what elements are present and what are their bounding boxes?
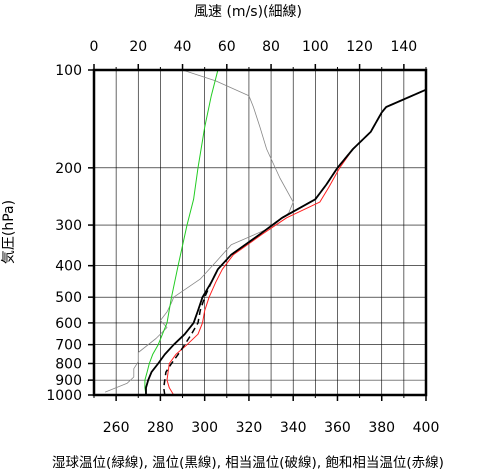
- legend-caption: 湿球温位(緑線), 温位(黒線), 相当温位(破線), 飽和相当温位(赤線): [52, 455, 444, 471]
- top-tick-label: 60: [218, 39, 236, 55]
- bottom-tick-label: 340: [280, 420, 307, 436]
- top-tick-label: 140: [390, 39, 417, 55]
- top-axis-title: 風速 (m/s)(細線): [194, 4, 302, 20]
- axis-ticks: 260 280 300 320 340 360 380 400 0 20 40 60 80 100 120 1…: [46, 39, 439, 436]
- left-tick-label: 200: [55, 161, 82, 177]
- left-tick-label: 900: [55, 373, 82, 389]
- left-tick-label: 600: [55, 316, 82, 332]
- left-tick-label: 300: [55, 218, 82, 234]
- wet-bulb-potential-temperature-line: [144, 69, 219, 396]
- y-axis-title: 気圧(hPa): [1, 200, 17, 264]
- top-tick-label: 120: [346, 39, 373, 55]
- bottom-tick-label: 320: [236, 420, 263, 436]
- saturated-equivalent-potential-temperature-line: [166, 89, 427, 396]
- potential-temperature-line: [145, 88, 427, 395]
- left-tick-label: 100: [55, 63, 82, 79]
- bottom-tick-label: 400: [413, 420, 440, 436]
- bottom-tick-label: 280: [147, 420, 174, 436]
- wind-speed-line: [104, 69, 294, 393]
- left-tick-label: 1000: [46, 388, 82, 404]
- bottom-tick-label: 360: [324, 420, 351, 436]
- left-tick-label: 800: [55, 357, 82, 373]
- bottom-tick-label: 260: [103, 420, 130, 436]
- top-tick-label: 0: [90, 39, 99, 55]
- top-tick-label: 20: [129, 39, 147, 55]
- left-tick-label: 400: [55, 259, 82, 275]
- left-tick-label: 700: [55, 338, 82, 354]
- top-tick-label: 100: [302, 39, 329, 55]
- top-tick-label: 40: [174, 39, 192, 55]
- bottom-tick-label: 380: [368, 420, 395, 436]
- plot-frame: [92, 68, 428, 397]
- grid-lines: [94, 69, 426, 396]
- top-tick-label: 80: [262, 39, 280, 55]
- bottom-tick-label: 300: [191, 420, 218, 436]
- series-layer: [104, 69, 427, 396]
- left-tick-label: 500: [55, 290, 82, 306]
